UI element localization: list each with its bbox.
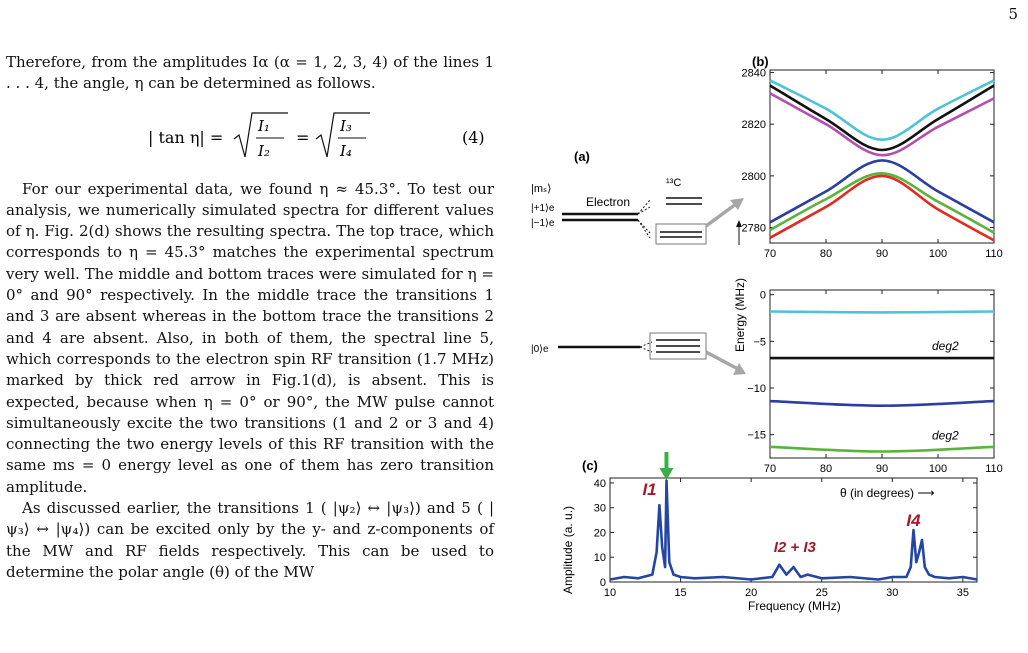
x-tick-label: 100 xyxy=(929,463,947,475)
equation-4: | tan η| = I₁ I₂ = I₃ I₄ (4) xyxy=(6,101,494,173)
series-black xyxy=(769,84,995,152)
c13-label: ¹³C xyxy=(666,177,681,189)
label-I1: I1 xyxy=(642,480,656,499)
deg2-label-top: deg2 xyxy=(932,339,959,353)
x-tick-label: 10 xyxy=(604,587,616,599)
y-tick-label: 2780 xyxy=(742,223,766,235)
panel-b-lower-plot: 70 80 90 100 110 0 −5 −10 −15 deg2 deg2 xyxy=(747,289,1003,475)
paragraph-discussion: As discussed earlier, the transitions 1 … xyxy=(6,499,494,581)
series-cyan xyxy=(769,79,995,141)
plus1-label: |+1⟩e xyxy=(531,203,555,214)
ylabel-arrow xyxy=(736,220,742,245)
eq-den2: I₄ xyxy=(339,142,352,160)
label-I2-I3: I2 + I3 xyxy=(774,539,817,556)
y-tick-label: 40 xyxy=(594,478,606,490)
y-tick-label: 0 xyxy=(600,577,606,589)
label-I4: I4 xyxy=(906,511,921,530)
x-tick-label: 70 xyxy=(764,463,776,475)
y-tick-label: 30 xyxy=(594,503,606,515)
eq-lhs: | tan η| = xyxy=(148,128,223,147)
minus1-label: |−1⟩e xyxy=(531,218,555,229)
y-tick-label: 2820 xyxy=(742,119,766,131)
y-tick-label: 2840 xyxy=(742,68,766,80)
panel-c-xlabel: Frequency (MHz) xyxy=(748,599,841,613)
x-tick-label: 25 xyxy=(816,587,828,599)
x-tick-label: 90 xyxy=(876,248,888,260)
panel-c-label: (c) xyxy=(582,458,598,473)
green-arrow-head xyxy=(659,468,674,480)
eq-number: (4) xyxy=(462,128,485,147)
panel-b-ylabel: Energy (MHz) xyxy=(733,278,747,352)
x-tick-label: 100 xyxy=(929,248,947,260)
x-tick-label: 110 xyxy=(985,463,1003,475)
series-blue xyxy=(769,159,995,224)
eq-num1: I₁ xyxy=(257,117,270,135)
x-tick-label: 70 xyxy=(764,248,776,260)
eq-equals: = xyxy=(296,128,309,147)
x-tick-label: 80 xyxy=(820,248,832,260)
series-red xyxy=(769,174,995,242)
x-tick-label: 30 xyxy=(886,587,898,599)
series-blue xyxy=(769,399,995,407)
electron-label: Electron xyxy=(586,195,630,209)
panel-b-upper-plot: 70 80 90 100 110 2840 2820 2800 2780 xyxy=(742,68,1003,260)
paragraph-intro: Therefore, from the amplitudes Iα (α = 1… xyxy=(6,53,494,93)
eq-den1: I₂ xyxy=(257,142,270,160)
y-tick-label: −10 xyxy=(747,383,766,395)
panel-c-ylabel: Amplitude (a. u.) xyxy=(561,506,575,594)
series-spectrum xyxy=(609,479,978,581)
y-tick-label: 2800 xyxy=(742,171,766,183)
panel-b-label: (b) xyxy=(752,54,769,69)
plot-frame xyxy=(769,289,995,459)
y-tick-label: −5 xyxy=(753,336,766,348)
x-tick-label: 110 xyxy=(985,248,1003,260)
x-tick-label: 15 xyxy=(674,587,686,599)
series-green xyxy=(769,171,995,234)
x-tick-label: 35 xyxy=(957,587,969,599)
series-cyan xyxy=(769,310,995,314)
figure: (a) |mₛ⟩ |+1⟩e |−1⟩e Electron ¹³C |0⟩e xyxy=(500,0,1028,649)
x-tick-label: 80 xyxy=(820,463,832,475)
panel-a-label: (a) xyxy=(574,149,590,164)
y-tick-label: 20 xyxy=(594,527,606,539)
y-tick-label: 0 xyxy=(760,290,766,302)
x-tick-label: 90 xyxy=(876,463,888,475)
paragraph-results: For our experimental data, we found η ≈ … xyxy=(6,179,494,496)
zero-label: |0⟩e xyxy=(531,344,549,355)
energy-level-diagram xyxy=(558,197,746,375)
ms-label: |mₛ⟩ xyxy=(531,183,551,195)
series-green xyxy=(769,445,995,453)
eq-num2: I₃ xyxy=(339,117,352,135)
page-number: 5 xyxy=(1008,5,1018,23)
text-column: Therefore, from the amplitudes Iα (α = 1… xyxy=(6,52,494,583)
y-tick-label: −15 xyxy=(747,430,766,442)
panel-b-xlabel: θ (in degrees) ⟶ xyxy=(840,486,935,500)
series-magenta xyxy=(769,92,995,157)
deg2-label-bottom: deg2 xyxy=(932,429,959,443)
x-tick-label: 20 xyxy=(745,587,757,599)
figure-svg: (a) |mₛ⟩ |+1⟩e |−1⟩e Electron ¹³C |0⟩e xyxy=(531,54,1003,613)
y-tick-label: 10 xyxy=(594,552,606,564)
plot-frame xyxy=(609,477,978,583)
